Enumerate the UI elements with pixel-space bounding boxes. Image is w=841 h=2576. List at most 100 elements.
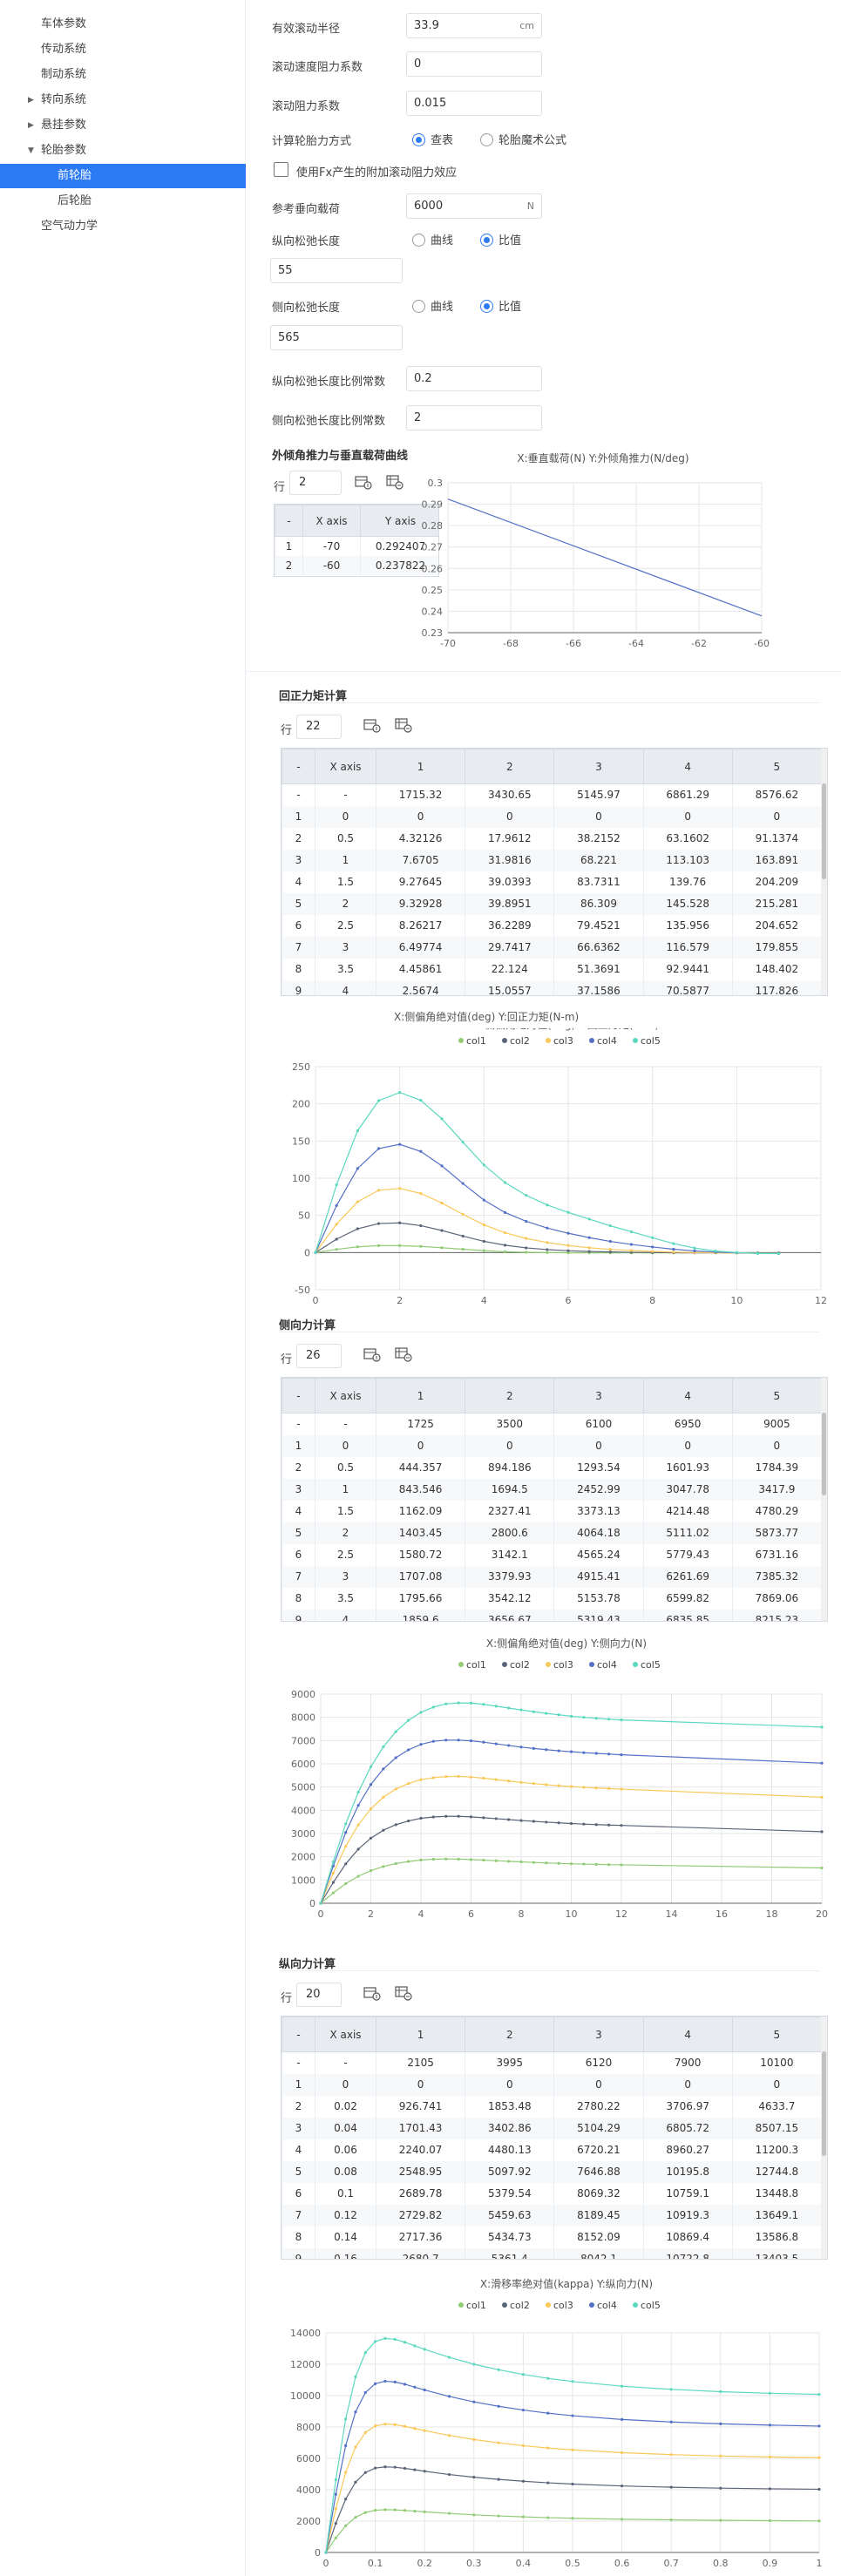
table-cell[interactable]: 5 [281,892,315,915]
table-cell[interactable]: 79.4521 [553,914,644,937]
table-import-icon[interactable] [363,716,382,734]
table-cell[interactable]: 116.579 [642,936,733,959]
table-cell[interactable]: 2548.95 [375,2160,466,2183]
table-cell[interactable]: 13586.8 [731,2226,823,2248]
table-cell[interactable]: 13448.8 [731,2182,823,2205]
table-cell[interactable]: 66.6362 [553,936,644,959]
table-cell[interactable]: 6 [281,2182,315,2205]
table-cell[interactable]: 6599.82 [642,1587,733,1610]
table-cell[interactable]: 0.02 [315,2095,376,2118]
table-cell[interactable]: 0.1 [315,2182,376,2205]
legend-label[interactable]: col3 [553,1035,573,1047]
table-cell[interactable]: 139.76 [642,871,733,893]
table-cell[interactable]: 3379.93 [465,1565,555,1588]
table-cell[interactable]: 0 [731,2073,823,2096]
table-cell[interactable]: 29.7417 [465,936,555,959]
table-cell[interactable]: 4214.48 [642,1500,733,1522]
table-cell[interactable]: 1859.6 [375,1609,466,1621]
table-cell[interactable]: 0 [642,805,733,828]
lateral-row-input[interactable]: 26 [296,1344,342,1368]
longitudinal-row-input[interactable]: 20 [296,1983,342,2007]
legend-label[interactable]: col4 [597,1035,617,1047]
legend-marker[interactable] [546,1662,551,1667]
table-cell[interactable]: 13649.1 [731,2204,823,2227]
table-cell[interactable]: 10722.8 [642,2247,733,2259]
table-cell[interactable]: -60 [302,555,361,575]
table-cell[interactable]: 4780.29 [731,1500,823,1522]
table-cell[interactable]: 6731.16 [731,1543,823,1566]
table-cell[interactable]: - [281,2051,315,2074]
legend-label[interactable]: col4 [597,1659,617,1671]
table-cell[interactable]: 1795.66 [375,1587,466,1610]
table-cell[interactable]: 4633.7 [731,2095,823,2118]
table-cell[interactable]: 3995 [465,2051,555,2074]
sidebar-item-8[interactable]: 空气动力学 [0,214,246,239]
table-cell[interactable]: 10195.8 [642,2160,733,2183]
table-cell[interactable]: 8507.15 [731,2117,823,2139]
table-cell[interactable]: 63.1602 [642,827,733,850]
radius-input[interactable]: 33.9 cm [406,13,542,38]
table-cell[interactable]: 4.32126 [375,827,466,850]
legend-marker[interactable] [458,1038,464,1043]
table-cell[interactable]: 7 [281,2204,315,2227]
table-cell[interactable]: 9 [281,2247,315,2259]
table-cell[interactable]: 0.5 [315,1456,376,1479]
table-cell[interactable]: 0 [465,1434,555,1457]
table-cell[interactable]: 1 [315,1478,376,1501]
table-cell[interactable]: 0 [315,805,376,828]
table-export-icon[interactable] [394,1984,413,2002]
table-cell[interactable]: 68.221 [553,849,644,871]
sidebar-item-2[interactable]: 制动系统 [0,63,246,87]
table-cell[interactable]: 843.546 [375,1478,466,1501]
table-cell[interactable]: 8152.09 [553,2226,644,2248]
table-cell[interactable]: 3 [281,1478,315,1501]
method-table-radio[interactable]: 查表 [412,131,453,147]
long-curve-radio[interactable]: 曲线 [412,231,453,247]
table-cell[interactable]: 1784.39 [731,1456,823,1479]
table-cell[interactable]: 37.1586 [553,980,644,995]
table-cell[interactable]: - [281,1413,315,1435]
table-cell[interactable]: 1701.43 [375,2117,466,2139]
table-cell[interactable]: 1.5 [315,871,376,893]
table-cell[interactable]: 2 [315,1522,376,1544]
sidebar-item-1[interactable]: 传动系统 [0,37,246,62]
table-cell[interactable]: 4 [281,871,315,893]
table-cell[interactable]: 5379.54 [465,2182,555,2205]
table-cell[interactable]: - [281,783,315,806]
table-cell[interactable]: 0 [553,805,644,828]
lat-ratio-radio[interactable]: 比值 [480,297,521,314]
table-cell[interactable]: 4565.24 [553,1543,644,1566]
aligning-row-input[interactable]: 22 [296,715,342,739]
table-export-icon[interactable] [394,716,413,734]
speed-res-input[interactable]: 0 [406,51,542,77]
legend-marker[interactable] [458,2302,464,2308]
table-cell[interactable]: 1 [281,1434,315,1457]
table-cell[interactable]: 70.5877 [642,980,733,995]
table-export-icon[interactable] [385,473,404,491]
table-cell[interactable]: 145.528 [642,892,733,915]
table-cell[interactable]: 13403.5 [731,2247,823,2259]
sidebar-item-7[interactable]: 后轮胎 [0,189,246,214]
table-cell[interactable]: 7 [281,1565,315,1588]
table-cell[interactable]: 3.5 [315,958,376,980]
table-cell[interactable]: 5873.77 [731,1522,823,1544]
legend-marker[interactable] [633,1662,638,1667]
table-cell[interactable]: 1.5 [315,1500,376,1522]
table-cell[interactable]: 0.06 [315,2139,376,2161]
table-cell[interactable]: 51.3691 [553,958,644,980]
table-cell[interactable]: 135.956 [642,914,733,937]
table-cell[interactable]: 5153.78 [553,1587,644,1610]
table-cell[interactable]: 4 [315,1609,376,1621]
table-cell[interactable]: 1162.09 [375,1500,466,1522]
legend-marker[interactable] [633,2302,638,2308]
table-cell[interactable]: - [315,2051,376,2074]
table-cell[interactable]: 5 [281,2160,315,2183]
table-cell[interactable]: 5 [281,1522,315,1544]
table-cell[interactable]: 0 [375,2073,466,2096]
table-cell[interactable]: 2689.78 [375,2182,466,2205]
table-cell[interactable]: 3706.97 [642,2095,733,2118]
table-cell[interactable]: 4 [281,1500,315,1522]
table-cell[interactable]: 91.1374 [731,827,823,850]
table-cell[interactable]: 6805.72 [642,2117,733,2139]
table-cell[interactable]: 179.855 [731,936,823,959]
